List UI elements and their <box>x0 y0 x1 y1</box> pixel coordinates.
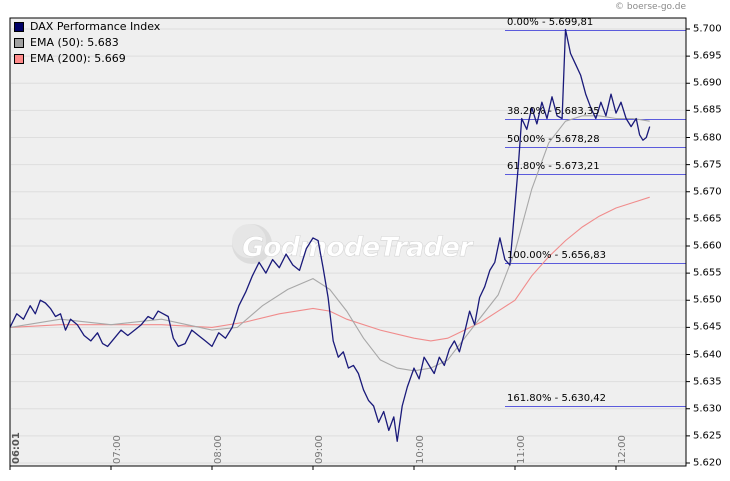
y-tick-label: 5.630 <box>693 403 722 415</box>
y-tick-label: 5.680 <box>693 132 722 143</box>
chart-legend: DAX Performance Index EMA (50): 5.683 EM… <box>14 19 160 67</box>
grid-lines <box>11 28 686 464</box>
axis-ticks <box>9 28 690 470</box>
y-tick-label: 5.640 <box>693 349 722 360</box>
y-tick-label: 5.635 <box>693 376 722 388</box>
plot-area <box>10 18 686 466</box>
x-tick-label: 08:00 <box>213 435 224 464</box>
legend-swatch-ema200 <box>14 54 24 64</box>
x-tick-label: 12:00 <box>617 435 628 464</box>
y-tick-label: 5.675 <box>693 159 722 171</box>
x-tick-label: 10:00 <box>415 435 426 464</box>
ema50-line <box>9 115 650 372</box>
watermark-logo: GodmodeTrader <box>232 224 475 264</box>
x-tick-label: 07:00 <box>112 435 123 464</box>
y-tick-label: 5.700 <box>693 23 722 35</box>
fib-level-label: 50.00% - 5.678,28 <box>507 133 600 145</box>
legend-swatch-ema50 <box>14 38 24 48</box>
x-tick-label: 06:01 <box>11 432 22 464</box>
legend-label-ema50: EMA (50): 5.683 <box>30 36 119 50</box>
x-tick-label: 09:00 <box>314 435 325 464</box>
y-tick-label: 5.620 <box>693 457 722 469</box>
legend-label-ema200: EMA (200): 5.669 <box>30 52 126 66</box>
y-tick-label: 5.690 <box>693 77 722 89</box>
y-tick-label: 5.650 <box>693 294 722 306</box>
legend-item-ema50: EMA (50): 5.683 <box>14 35 160 51</box>
fib-level-label: 61.80% - 5.673,21 <box>507 160 600 172</box>
ema200-line <box>9 196 650 342</box>
fib-level-label: 161.80% - 5.630,42 <box>507 392 606 404</box>
fib-level-label: 38.20% - 5.683,35 <box>507 105 600 117</box>
plot-frame <box>9 17 687 467</box>
y-tick-label: 5.695 <box>693 50 722 62</box>
y-tick-label: 5.660 <box>693 240 722 252</box>
legend-item-dax: DAX Performance Index <box>14 19 160 35</box>
y-tick-label: 5.670 <box>693 186 722 198</box>
legend-swatch-dax <box>14 22 24 32</box>
fib-level-label: 100.00% - 5.656,83 <box>507 249 606 261</box>
fib-level-label: 0.00% - 5.699,81 <box>507 16 594 28</box>
legend-label-dax: DAX Performance Index <box>30 20 161 34</box>
x-tick-label: 11:00 <box>516 435 527 464</box>
y-tick-label: 5.625 <box>693 430 722 442</box>
y-tick-label: 5.655 <box>693 267 722 279</box>
y-tick-label: 5.665 <box>693 213 722 225</box>
copyright-notice: © boerse-go.de <box>615 2 686 12</box>
legend-item-ema200: EMA (200): 5.669 <box>14 51 160 67</box>
price-line <box>9 28 651 442</box>
y-tick-label: 5.685 <box>693 104 722 116</box>
svg-text:GodmodeTrader: GodmodeTrader <box>242 232 474 263</box>
y-tick-label: 5.645 <box>693 321 722 333</box>
